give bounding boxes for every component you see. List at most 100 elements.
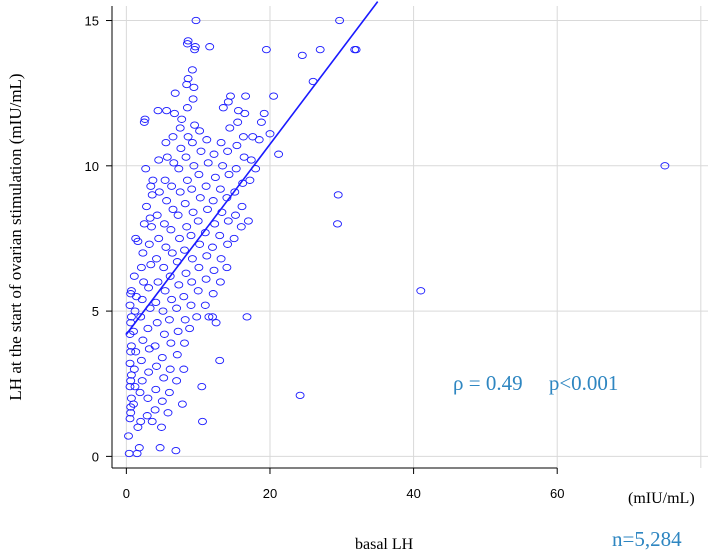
data-point — [190, 45, 200, 54]
data-point — [162, 197, 172, 205]
data-point — [167, 249, 177, 257]
data-point — [180, 246, 189, 254]
data-point — [126, 342, 136, 350]
tick-labels: 0 5 10 15 0 20 40 60 — [85, 14, 565, 501]
data-point — [182, 176, 192, 184]
data-point — [126, 287, 136, 295]
y-axis-label: LH at the start of ovarian stimulation (… — [6, 73, 25, 400]
data-point — [172, 377, 182, 385]
data-point — [148, 176, 158, 184]
data-point — [168, 133, 178, 141]
data-point — [126, 313, 136, 321]
data-point — [144, 240, 154, 248]
data-point — [208, 243, 217, 251]
data-point — [187, 278, 197, 286]
data-point — [241, 92, 251, 100]
data-point — [274, 150, 284, 158]
data-point — [157, 397, 167, 405]
data-point — [172, 351, 182, 359]
data-point — [165, 365, 175, 373]
data-point — [202, 136, 212, 144]
data-point — [147, 191, 157, 199]
data-point — [136, 417, 146, 426]
data-point — [197, 382, 207, 391]
data-point — [147, 417, 157, 426]
data-point — [233, 118, 243, 126]
data-point — [138, 336, 148, 344]
data-point — [259, 109, 269, 118]
data-point — [167, 295, 177, 304]
data-point — [190, 121, 200, 129]
data-point — [190, 43, 200, 51]
data-point — [210, 173, 220, 182]
data-point — [176, 144, 186, 153]
data-point — [129, 365, 139, 373]
data-point — [152, 319, 162, 327]
data-point — [183, 133, 193, 141]
data-point — [194, 170, 204, 179]
data-point — [215, 185, 225, 193]
data-point — [229, 234, 239, 243]
data-point — [163, 409, 173, 417]
data-point — [183, 37, 193, 45]
correlation-annotation: ρ = 0.49 p<0.001 — [453, 371, 618, 395]
data-point — [182, 223, 192, 231]
data-point — [180, 339, 189, 347]
data-point — [181, 153, 191, 161]
data-point — [159, 220, 169, 228]
data-point — [170, 109, 179, 118]
data-point — [177, 115, 187, 123]
data-point — [223, 147, 233, 155]
data-point — [236, 223, 246, 231]
data-point — [205, 43, 215, 51]
data-point — [142, 412, 152, 420]
data-point — [215, 278, 225, 286]
data-point — [173, 211, 183, 219]
data-point — [140, 115, 150, 123]
data-point — [187, 185, 197, 193]
data-point — [223, 240, 233, 248]
data-point — [142, 202, 151, 211]
data-points — [124, 16, 670, 458]
data-point — [245, 176, 255, 184]
data-point — [242, 313, 252, 321]
data-point — [187, 255, 197, 263]
data-point — [161, 243, 171, 251]
x-tick-label: 0 — [123, 486, 130, 501]
data-point — [175, 188, 185, 196]
data-point — [335, 16, 345, 25]
data-point — [133, 237, 143, 246]
x-tick-label: 40 — [406, 486, 420, 501]
data-point — [185, 324, 195, 333]
data-point — [170, 89, 180, 97]
data-point — [254, 136, 264, 144]
y-tick-label: 10 — [85, 159, 99, 174]
axis-ticks — [106, 20, 558, 474]
data-point — [179, 365, 189, 373]
data-point — [265, 130, 275, 138]
data-point — [143, 394, 153, 402]
data-point — [231, 211, 240, 219]
data-point — [129, 400, 138, 408]
data-point — [333, 191, 343, 199]
data-point — [151, 298, 161, 307]
data-point — [218, 104, 228, 112]
data-point — [152, 211, 162, 219]
data-point — [164, 388, 174, 397]
data-point — [130, 382, 140, 391]
data-point — [209, 266, 219, 275]
data-point — [243, 217, 253, 225]
data-point — [204, 313, 214, 321]
data-point — [416, 287, 426, 295]
data-point — [351, 45, 361, 54]
data-point — [174, 165, 184, 173]
data-point — [195, 194, 205, 202]
data-point — [192, 313, 202, 321]
data-point — [125, 414, 135, 423]
data-point — [150, 406, 160, 414]
data-point — [189, 162, 199, 170]
data-point — [152, 255, 161, 263]
data-point — [137, 295, 147, 304]
data-point — [195, 127, 205, 135]
